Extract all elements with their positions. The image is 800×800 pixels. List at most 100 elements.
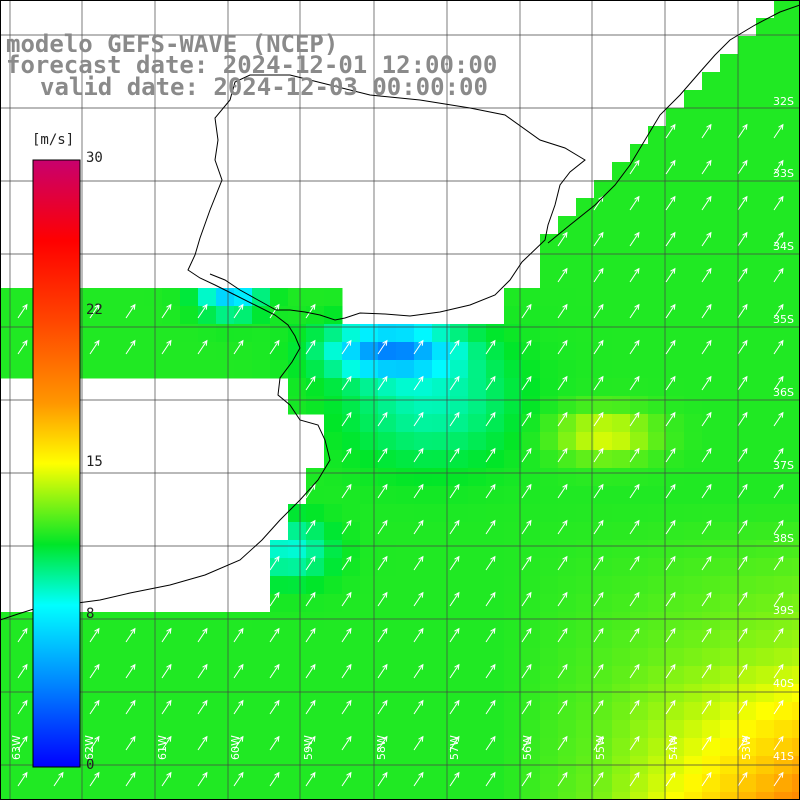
wind-cell	[414, 630, 433, 649]
wind-cell	[90, 342, 109, 361]
wind-cell	[162, 306, 181, 325]
wind-cell	[702, 144, 721, 163]
wind-cell	[630, 180, 649, 199]
wind-arrow	[485, 447, 496, 463]
wind-cell	[666, 162, 685, 181]
wind-cell	[738, 180, 757, 199]
wind-cell	[774, 468, 793, 487]
wind-cell	[540, 396, 559, 415]
wind-cell	[594, 252, 613, 271]
wind-cell	[342, 504, 361, 523]
wind-arrow	[305, 339, 316, 355]
wind-cell	[720, 630, 739, 649]
wind-cell	[414, 432, 433, 451]
wind-cell	[792, 252, 800, 271]
wind-cell	[720, 342, 739, 361]
wind-cell	[414, 450, 433, 469]
wind-cell	[576, 360, 595, 379]
wind-cell	[630, 630, 649, 649]
wind-arrow	[557, 555, 568, 571]
wind-cell	[756, 216, 775, 235]
wind-cell	[612, 288, 631, 307]
wind-arrow	[701, 663, 712, 679]
wind-cell	[792, 144, 800, 163]
wind-cell	[540, 540, 559, 559]
wind-arrow	[413, 591, 424, 607]
wind-arrow	[701, 519, 712, 535]
wind-cell	[576, 378, 595, 397]
wind-cell	[792, 108, 800, 127]
wind-cell	[684, 612, 703, 631]
wind-cell	[108, 702, 127, 721]
wind-arrow	[701, 699, 712, 715]
wind-cell	[270, 342, 289, 361]
wind-cell	[378, 540, 397, 559]
wind-cell	[774, 558, 793, 577]
wind-cell	[738, 576, 757, 595]
wind-arrow	[773, 555, 784, 571]
wind-cell	[126, 666, 145, 685]
wind-cell	[702, 738, 721, 757]
wind-cell	[540, 720, 559, 739]
wind-cell	[522, 612, 541, 631]
wind-cell	[252, 702, 271, 721]
wind-cell	[432, 702, 451, 721]
wind-cell	[576, 540, 595, 559]
wind-cell	[738, 540, 757, 559]
wind-cell	[702, 180, 721, 199]
wind-arrow	[341, 339, 352, 355]
wind-cell	[720, 198, 739, 217]
wind-cell	[342, 324, 361, 343]
wind-cell	[396, 540, 415, 559]
wind-cell	[108, 342, 127, 361]
wind-cell	[576, 522, 595, 541]
wind-arrow	[665, 159, 676, 175]
wind-cell	[792, 738, 800, 757]
wind-cell	[612, 702, 631, 721]
wind-cell	[288, 648, 307, 667]
wind-arrow	[413, 519, 424, 535]
wind-cell	[684, 486, 703, 505]
wind-cell	[108, 774, 127, 793]
wind-cell	[648, 324, 667, 343]
wind-arrow	[485, 519, 496, 535]
wind-arrow	[17, 735, 28, 751]
wind-arrow	[485, 339, 496, 355]
wind-cell	[522, 468, 541, 487]
wind-cell	[432, 486, 451, 505]
wind-cell	[630, 702, 649, 721]
wind-cell	[486, 504, 505, 523]
wind-cell	[324, 342, 343, 361]
wind-cell	[576, 504, 595, 523]
wind-cell	[684, 594, 703, 613]
wind-cell	[576, 270, 595, 289]
wind-arrow	[701, 123, 712, 139]
wind-cell	[648, 162, 667, 181]
wind-cell	[774, 18, 793, 37]
wind-cell	[594, 468, 613, 487]
wind-cell	[594, 504, 613, 523]
wind-cell	[738, 144, 757, 163]
wind-cell	[54, 792, 73, 800]
wind-cell	[684, 720, 703, 739]
wind-cell	[252, 306, 271, 325]
wind-cell	[738, 288, 757, 307]
wind-cell	[702, 684, 721, 703]
wind-arrow	[593, 231, 604, 247]
wind-cell	[432, 630, 451, 649]
wind-cell	[504, 486, 523, 505]
wind-cell	[630, 324, 649, 343]
wind-arrow	[701, 375, 712, 391]
wind-arrow	[521, 303, 532, 319]
wind-cell	[18, 648, 37, 667]
wind-cell	[90, 720, 109, 739]
wind-cell	[684, 144, 703, 163]
wind-arrow	[233, 735, 244, 751]
wind-cell	[108, 630, 127, 649]
wind-cell	[90, 630, 109, 649]
wind-cell	[162, 774, 181, 793]
wind-cell	[666, 108, 685, 127]
wind-arrow	[665, 267, 676, 283]
wind-cell	[144, 774, 163, 793]
